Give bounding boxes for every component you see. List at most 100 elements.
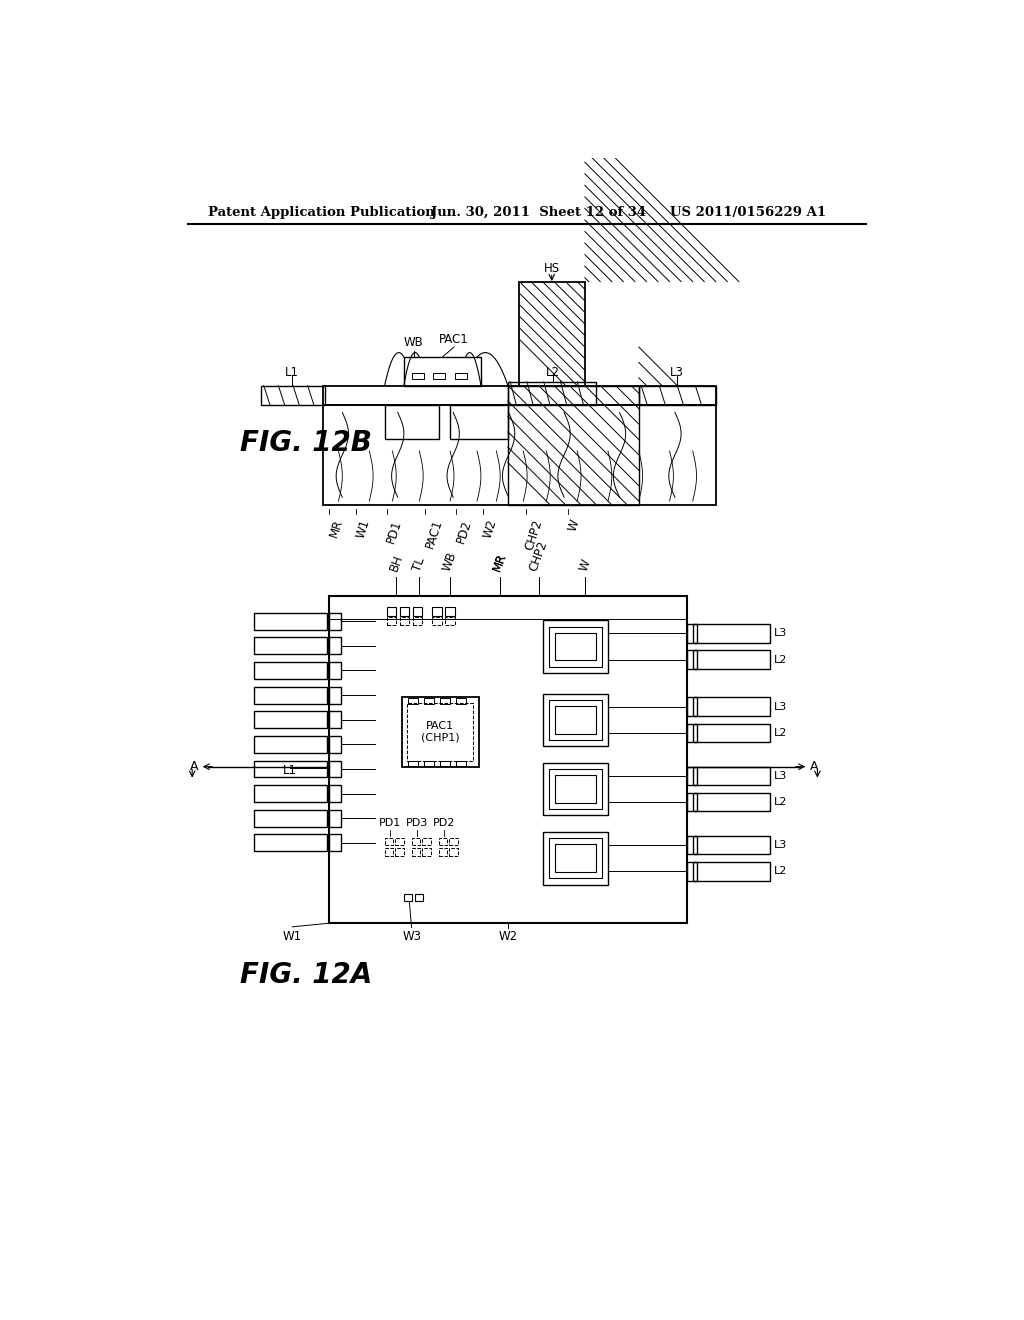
Bar [686,723,697,742]
Bar [400,618,410,626]
Bar [692,793,770,812]
Bar [686,697,697,715]
Bar [549,838,602,878]
Bar [555,775,596,803]
Text: MR: MR [490,550,509,573]
Bar [692,767,770,785]
Bar [508,385,639,506]
Text: BH: BH [387,552,406,573]
Text: PD3: PD3 [406,818,428,829]
Bar [323,405,716,506]
Text: L3: L3 [671,366,684,379]
Bar [330,834,341,851]
Bar [400,607,410,615]
Bar [385,849,393,857]
Bar [686,836,697,854]
Text: MR: MR [327,517,345,540]
Bar [686,793,697,812]
Bar [451,405,508,440]
Text: FIG. 12B: FIG. 12B [240,429,372,457]
Text: L3: L3 [773,702,786,711]
Bar [555,632,596,660]
Text: PAC1
(CHP1): PAC1 (CHP1) [421,721,460,743]
Bar [385,838,393,845]
Text: Jun. 30, 2011  Sheet 12 of 34: Jun. 30, 2011 Sheet 12 of 34 [431,206,646,219]
Text: PD1: PD1 [385,517,404,544]
Bar [555,706,596,734]
Text: PD2: PD2 [433,818,455,829]
Bar [450,838,458,845]
Bar [686,767,697,785]
Bar [424,760,434,766]
Text: Patent Application Publication: Patent Application Publication [208,206,434,219]
Text: L2: L2 [773,797,786,807]
Bar [330,760,341,777]
Bar [555,845,596,873]
Bar [692,723,770,742]
Bar [330,737,341,752]
Text: HS: HS [544,261,560,275]
Bar [395,849,403,857]
Bar [543,832,608,884]
Bar [686,651,697,669]
Bar [330,612,341,630]
Text: PAC1: PAC1 [423,517,444,550]
Text: L2: L2 [773,866,786,876]
Bar [549,700,602,739]
Bar [549,770,602,809]
Bar [424,698,434,704]
Bar [330,810,341,826]
Bar [692,697,770,715]
Bar [412,838,420,845]
Bar [401,697,478,767]
Text: L2: L2 [773,655,786,665]
Text: L2: L2 [546,366,559,379]
Bar [543,693,608,746]
Bar [385,405,438,440]
Bar [261,385,325,405]
Text: W1: W1 [283,929,302,942]
Bar [508,381,596,405]
Bar [422,838,431,845]
Bar [692,862,770,880]
Text: PD2: PD2 [454,517,474,544]
Bar [692,836,770,854]
Bar [686,862,697,880]
Bar [408,760,418,766]
Bar [438,849,447,857]
Bar [330,663,341,678]
Text: CHP2: CHP2 [527,539,550,573]
Bar [445,618,455,626]
Text: L1: L1 [283,764,297,777]
Text: W: W [577,557,593,573]
Bar [438,838,447,845]
Bar [440,760,451,766]
Text: WB: WB [404,337,424,350]
Text: US 2011/0156229 A1: US 2011/0156229 A1 [670,206,825,219]
Text: WB: WB [440,549,460,573]
Bar [407,702,473,762]
Bar [639,385,716,405]
Bar [692,651,770,669]
Text: PD1: PD1 [379,818,401,829]
Bar [387,607,396,615]
Bar [254,686,327,704]
Text: L3: L3 [773,771,786,781]
Bar [330,686,341,704]
Bar [413,607,422,615]
Bar [254,760,327,777]
Text: W1: W1 [354,517,372,540]
Bar [412,849,420,857]
Text: PAC1: PAC1 [439,333,469,346]
Bar [413,618,422,626]
Text: FIG. 12A: FIG. 12A [240,961,372,989]
Bar [519,281,585,385]
Bar [433,374,445,379]
Bar [330,595,686,923]
Text: MR: MR [490,550,509,573]
Bar [457,698,466,704]
Text: W3: W3 [402,929,421,942]
Bar [543,620,608,673]
Text: L2: L2 [773,727,786,738]
Bar [254,663,327,678]
